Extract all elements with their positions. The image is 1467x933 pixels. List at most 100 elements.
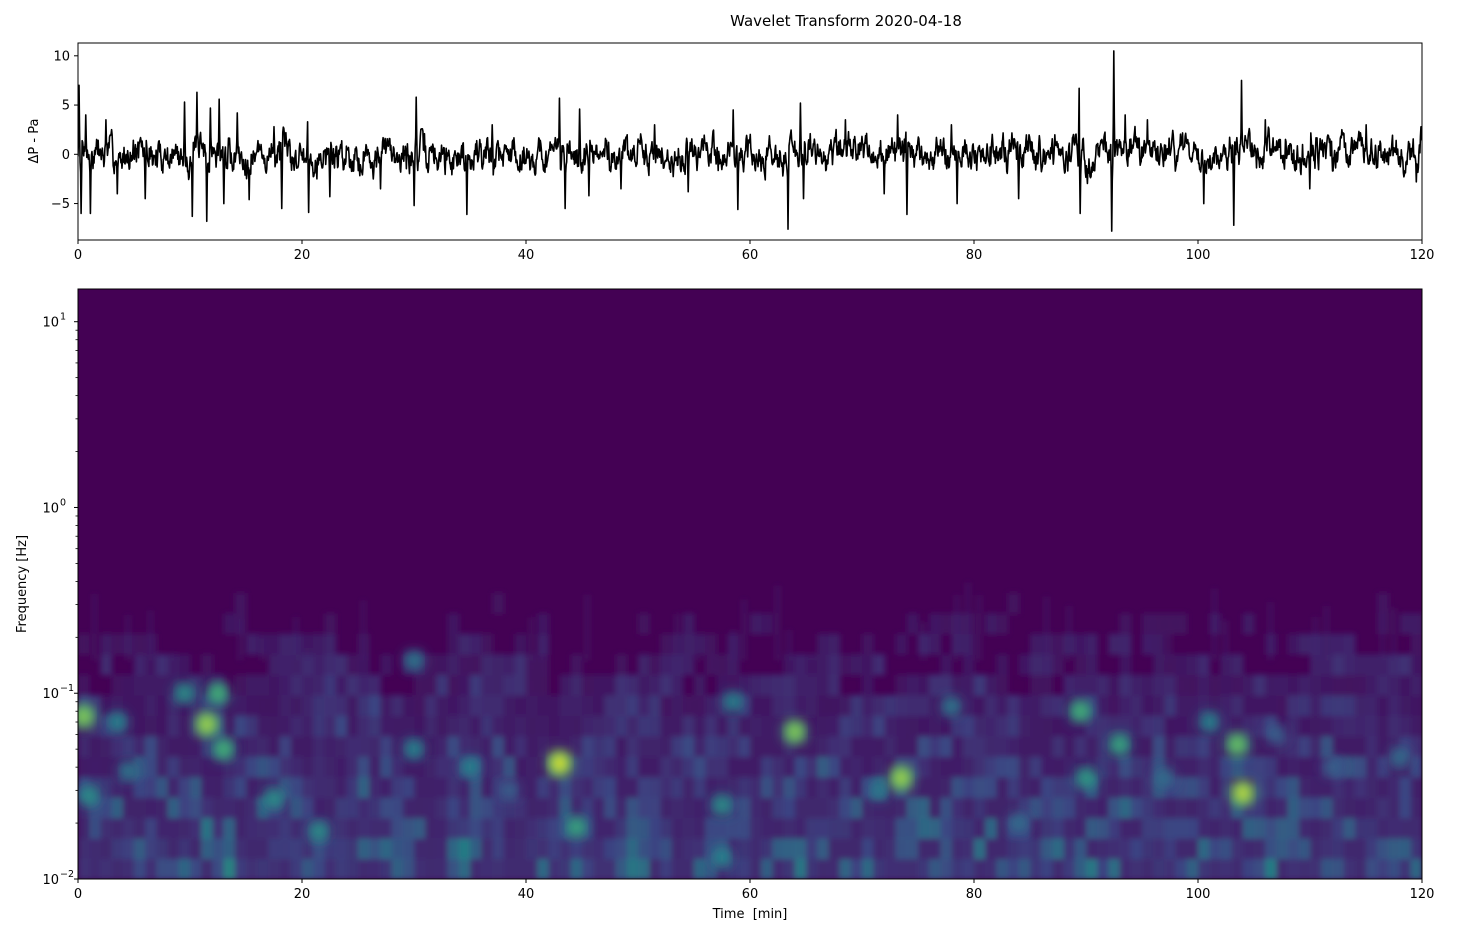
scalogram-cell bbox=[156, 776, 169, 798]
scalogram-cell bbox=[134, 715, 146, 737]
scalogram-cell bbox=[1399, 715, 1412, 737]
scalogram-cell bbox=[794, 654, 807, 676]
scalogram-cell bbox=[1074, 654, 1087, 676]
scalogram-cell bbox=[1119, 654, 1132, 676]
scalogram-cell bbox=[962, 735, 975, 757]
scalogram-cell bbox=[839, 776, 852, 798]
scalogram-hotspot bbox=[313, 824, 325, 839]
scalogram-cell bbox=[862, 817, 874, 839]
scalogram-cell bbox=[682, 633, 695, 655]
scalogram-streak bbox=[294, 617, 299, 661]
scalogram-cell bbox=[716, 858, 729, 879]
scalogram-cell bbox=[862, 654, 874, 676]
scalogram-cell bbox=[481, 797, 493, 819]
scalogram-cell bbox=[873, 695, 885, 717]
scalogram-streak bbox=[966, 582, 971, 661]
trace-panel: 0 20 40 60 80 100 120 10 5 0 −5 ΔP - Pa bbox=[27, 42, 1434, 263]
scalogram-cell bbox=[1276, 695, 1289, 717]
scalogram-cell bbox=[335, 695, 348, 717]
scalogram-cell bbox=[234, 817, 247, 839]
scalogram-cell bbox=[1220, 838, 1233, 860]
scalogram-cell bbox=[996, 776, 1009, 798]
scalogram-cell bbox=[425, 654, 437, 676]
scalogram-cell bbox=[346, 654, 359, 676]
scalogram-cell bbox=[436, 715, 449, 737]
scalogram-hotspot bbox=[894, 769, 908, 787]
scalogram-cell bbox=[1130, 797, 1143, 819]
scalogram-cell bbox=[145, 817, 157, 839]
scalogram-hotspot bbox=[504, 783, 515, 797]
scalogram-cell bbox=[716, 776, 729, 798]
scalogram-cell bbox=[873, 715, 885, 737]
scalogram-cell bbox=[1074, 715, 1087, 737]
scalogram-cell bbox=[906, 858, 919, 879]
scalogram-cell bbox=[1287, 715, 1300, 737]
scalogram-cell bbox=[974, 674, 986, 696]
scalogram-cell bbox=[223, 715, 236, 737]
scalogram-cell bbox=[436, 858, 449, 879]
scalogram-cell bbox=[223, 776, 236, 798]
scalogram-cell bbox=[996, 858, 1009, 879]
scalogram-cell bbox=[470, 715, 482, 737]
scalogram-streak bbox=[730, 630, 735, 661]
scalogram-cell bbox=[458, 776, 471, 798]
scalogram-cell bbox=[649, 797, 661, 819]
scalogram-cell bbox=[290, 776, 303, 798]
scalogram-cell bbox=[346, 715, 359, 737]
scalogram-cell bbox=[447, 715, 460, 737]
scalogram-cell bbox=[290, 817, 303, 839]
scalogram-cell bbox=[593, 715, 605, 737]
scalogram-cell bbox=[279, 817, 292, 839]
scalogram-streak bbox=[775, 585, 780, 661]
scalogram-cell bbox=[156, 654, 169, 676]
scalogram-cell bbox=[906, 756, 919, 778]
scalogram-cell bbox=[626, 797, 639, 819]
scalogram-cell bbox=[414, 817, 426, 839]
scalogram-cell bbox=[503, 735, 516, 757]
scalogram-cell bbox=[806, 695, 818, 717]
scalogram-cell bbox=[313, 715, 325, 737]
scalogram-cell bbox=[514, 715, 527, 737]
scalogram-cell bbox=[111, 797, 124, 819]
scalogram-cell bbox=[234, 797, 247, 819]
scalogram-cell bbox=[335, 715, 348, 737]
scalogram-cell bbox=[1388, 817, 1401, 839]
scalogram-cell bbox=[335, 654, 348, 676]
scalogram-cell bbox=[402, 695, 415, 717]
scalogram-cell bbox=[514, 633, 527, 655]
scalogram-cell bbox=[1276, 858, 1289, 879]
scalogram-cell bbox=[1242, 674, 1255, 696]
scalogram-cell bbox=[649, 735, 661, 757]
scalogram-cell bbox=[929, 715, 941, 737]
scalogram-cell bbox=[1366, 776, 1378, 798]
scalogram-cell bbox=[649, 654, 661, 676]
scalogram-cell bbox=[1018, 776, 1031, 798]
scalogram-cell bbox=[828, 776, 841, 798]
scalogram-cell bbox=[1231, 838, 1244, 860]
scalogram-cell bbox=[638, 817, 650, 839]
scalogram-cell bbox=[246, 695, 258, 717]
scalogram-cell bbox=[626, 674, 639, 696]
scalogram-cell bbox=[369, 838, 381, 860]
scalogram-cell bbox=[526, 654, 538, 676]
scalogram-cell bbox=[671, 797, 684, 819]
scalogram-cell bbox=[615, 858, 628, 879]
scalogram-cell bbox=[1321, 735, 1333, 757]
scalogram-cell bbox=[234, 776, 247, 798]
scalogram-cell bbox=[89, 735, 101, 757]
scalogram-cell bbox=[1186, 674, 1199, 696]
scalogram-cell bbox=[234, 674, 247, 696]
scalogram-cell bbox=[369, 674, 381, 696]
scalogram-cell bbox=[1119, 776, 1132, 798]
scalogram-cell bbox=[1388, 797, 1401, 819]
scalogram-cell bbox=[828, 817, 841, 839]
scalogram-cell bbox=[335, 858, 348, 879]
scalogram-cell bbox=[279, 797, 292, 819]
scalogram-cell bbox=[201, 776, 213, 798]
scalogram-cell bbox=[727, 735, 740, 757]
scalogram-cell bbox=[358, 797, 370, 819]
scalogram-cell bbox=[302, 735, 314, 757]
scalogram-cell bbox=[234, 735, 247, 757]
scalogram-cell bbox=[738, 756, 751, 778]
scalogram-cell bbox=[862, 735, 874, 757]
